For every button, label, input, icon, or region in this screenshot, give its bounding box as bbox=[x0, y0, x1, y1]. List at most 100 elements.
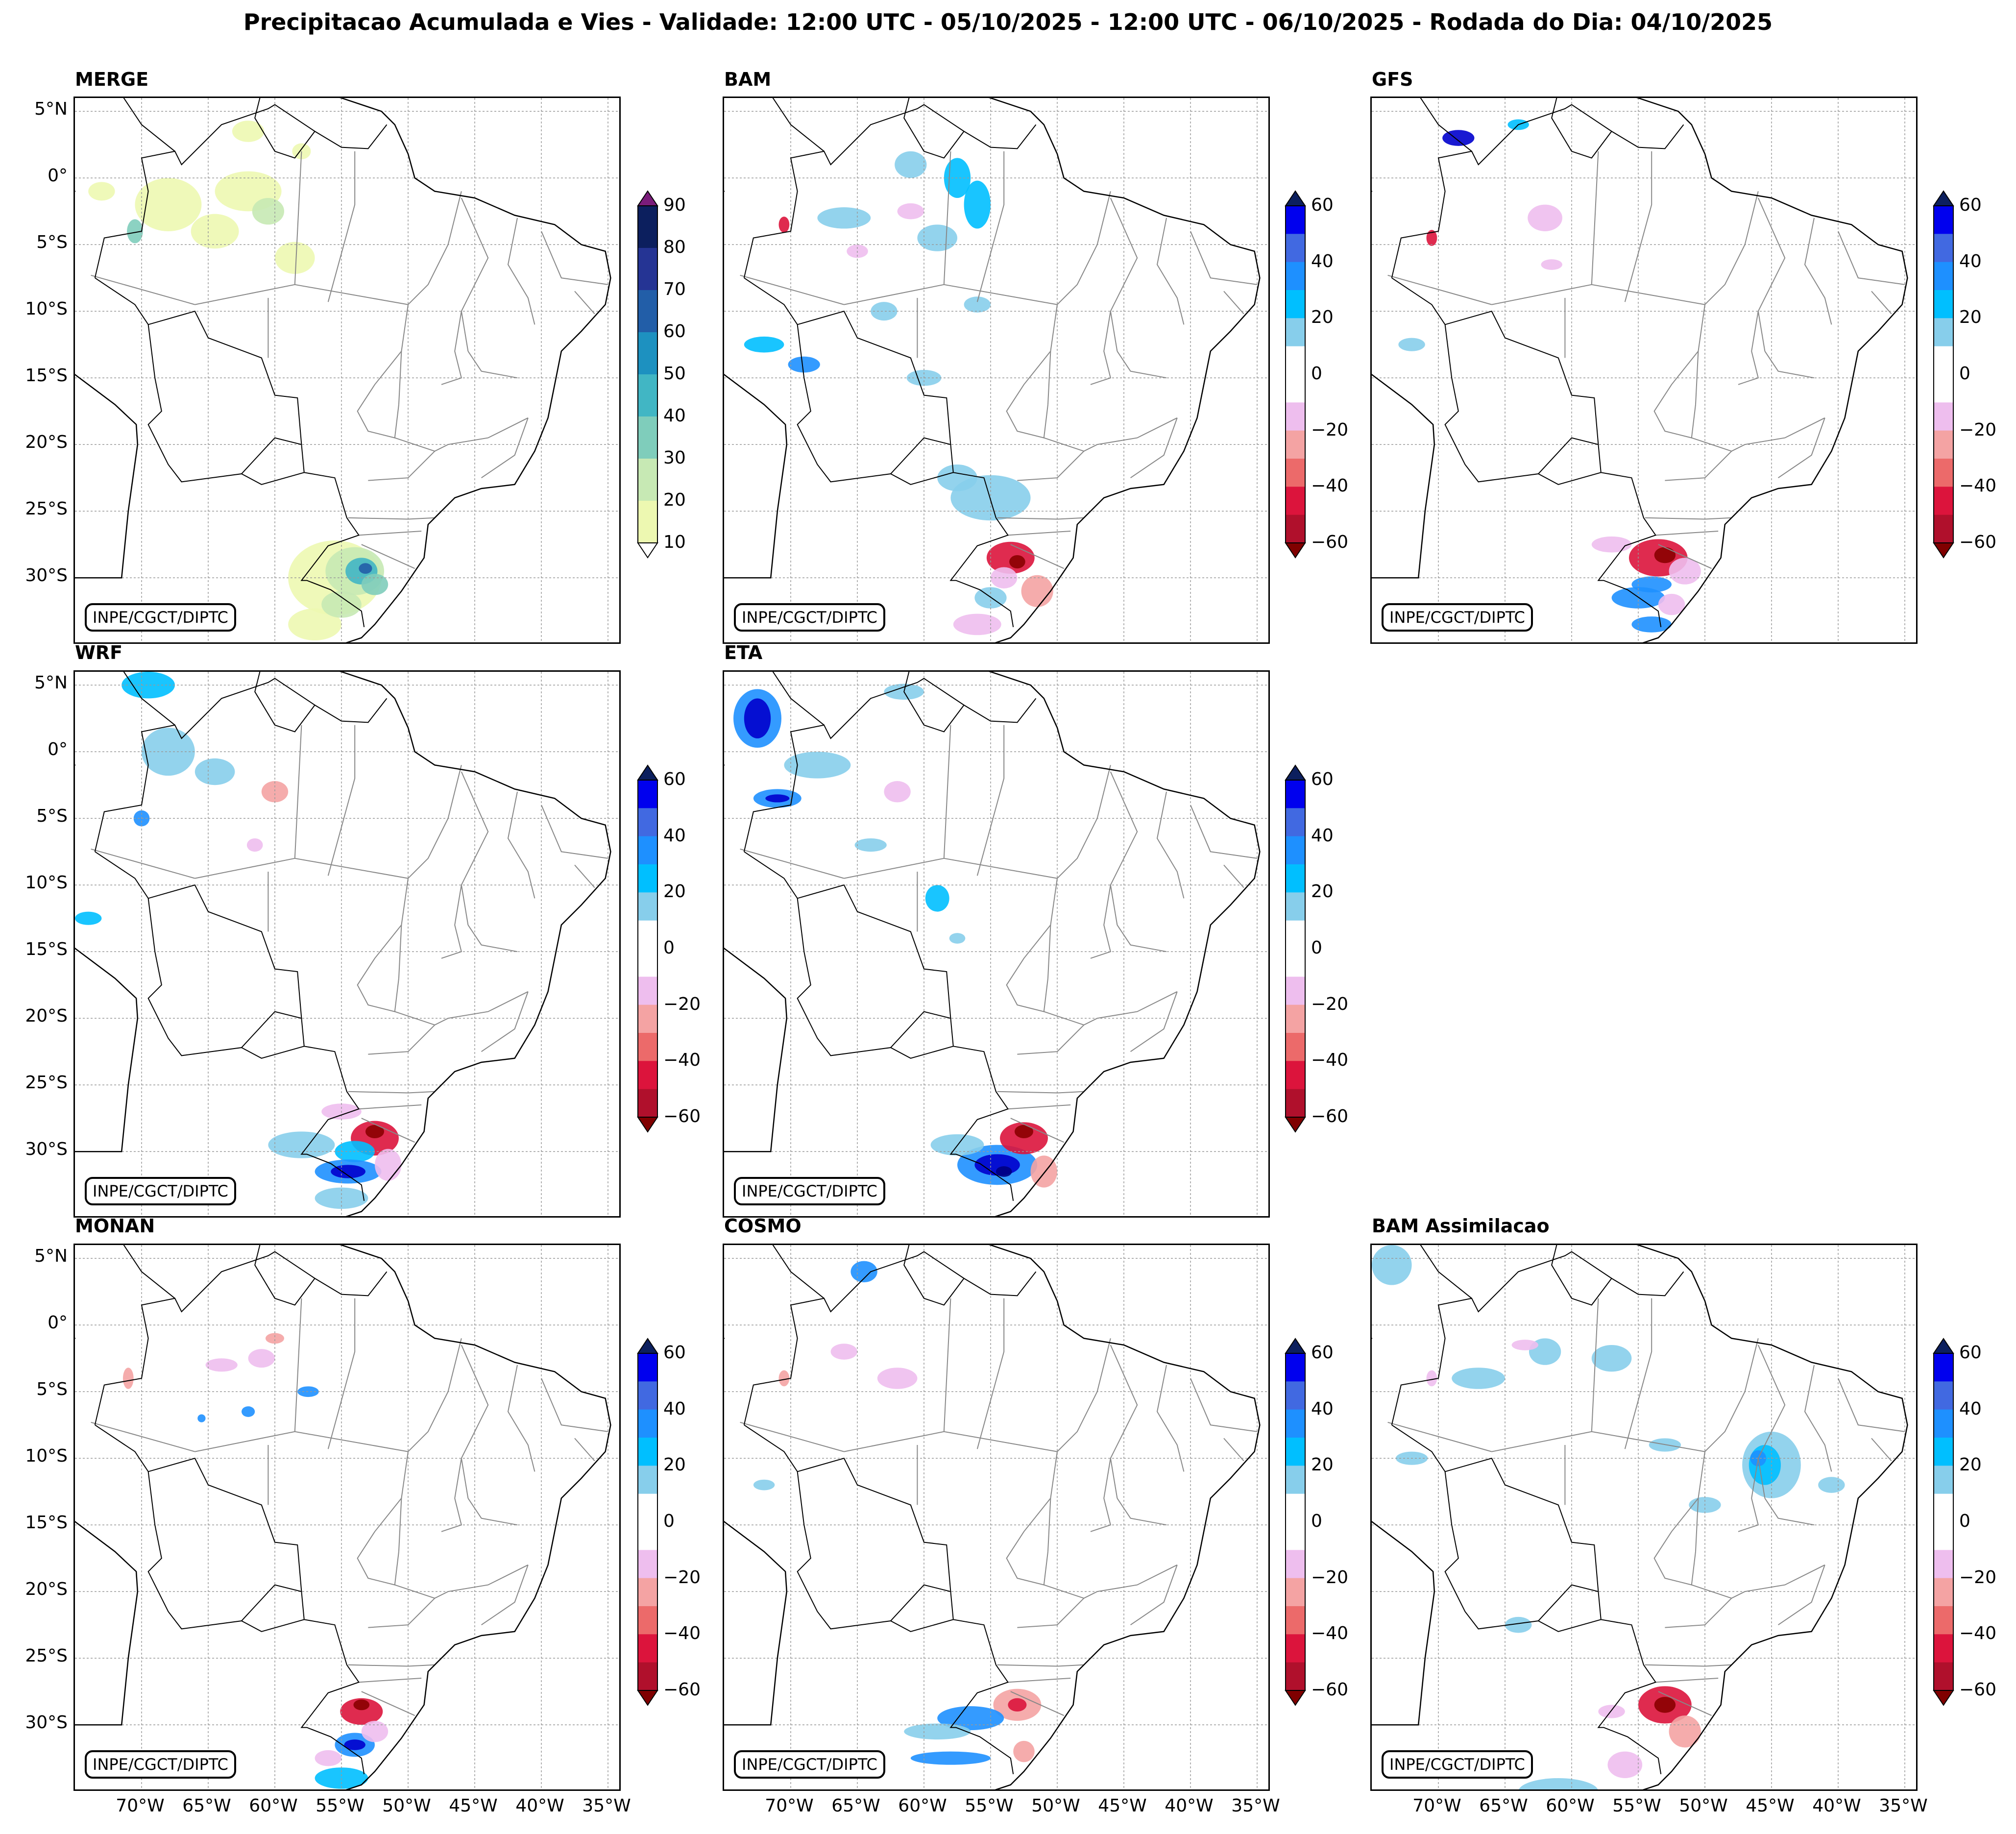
colorbar-segment bbox=[1286, 1662, 1305, 1691]
colorbar bbox=[637, 190, 658, 559]
colorbar-segment bbox=[1934, 1466, 1953, 1494]
lon-tick-label: 70°W bbox=[1412, 1796, 1461, 1816]
colorbar-segment bbox=[1286, 892, 1305, 921]
colorbar-tick-label: 0 bbox=[1959, 364, 1970, 384]
colorbar-segment bbox=[1286, 1578, 1305, 1607]
state-border bbox=[359, 1678, 422, 1683]
credit-label: INPE/CGCT/DIPTC bbox=[1382, 603, 1533, 632]
state-border bbox=[357, 1498, 402, 1586]
precip-area bbox=[248, 1349, 275, 1368]
precip-area bbox=[1591, 1345, 1632, 1372]
country-border bbox=[1538, 1619, 1602, 1632]
colorbar-tick-label: −20 bbox=[1959, 419, 1996, 440]
colorbar-segment bbox=[1934, 1353, 1953, 1382]
precip-area bbox=[871, 302, 898, 321]
map-cosmo: INPE/CGCT/DIPTC bbox=[723, 1244, 1270, 1791]
colorbar-segment bbox=[1286, 290, 1305, 318]
map-canvas bbox=[724, 98, 1268, 642]
colorbar-tick-label: 60 bbox=[1959, 195, 1982, 215]
state-border bbox=[943, 725, 951, 858]
colorbar-segment bbox=[1286, 808, 1305, 837]
state-border bbox=[394, 1564, 529, 1599]
state-border bbox=[844, 284, 944, 305]
credit-label: INPE/CGCT/DIPTC bbox=[85, 1177, 236, 1205]
country-border bbox=[797, 1471, 951, 1630]
colorbar bbox=[1285, 190, 1306, 559]
lat-tick-label: 20°S bbox=[25, 432, 68, 453]
country-border bbox=[903, 672, 965, 733]
precip-area bbox=[1013, 1740, 1035, 1762]
state-border bbox=[361, 1118, 415, 1143]
colorbar bbox=[637, 1338, 658, 1706]
state-border bbox=[1010, 1118, 1065, 1143]
state-border bbox=[1757, 197, 1786, 351]
precip-area bbox=[937, 1706, 1004, 1731]
precip-area bbox=[964, 296, 991, 313]
colorbar-segment bbox=[1286, 262, 1305, 291]
state-border bbox=[1057, 191, 1111, 305]
state-border bbox=[943, 1298, 951, 1432]
state-border bbox=[348, 1091, 435, 1094]
state-border bbox=[574, 291, 595, 315]
lat-tick-label: 30°S bbox=[25, 1139, 68, 1160]
colorbar-tick-label: −20 bbox=[1311, 1567, 1348, 1588]
colorbar-tick-label: 50 bbox=[663, 364, 686, 384]
precip-area bbox=[252, 198, 285, 225]
map-gfs: INPE/CGCT/DIPTC bbox=[1370, 97, 1918, 644]
state-border bbox=[997, 1664, 1084, 1667]
state-border bbox=[461, 197, 489, 351]
lat-tick-label: 5°S bbox=[36, 806, 68, 827]
precip-area bbox=[242, 1406, 255, 1417]
colorbar-segment bbox=[638, 920, 657, 949]
colorbar-tick-label: 20 bbox=[1959, 307, 1982, 328]
colorbar-tick-label: −20 bbox=[1959, 1567, 1996, 1588]
lon-tick-label: 70°W bbox=[116, 1796, 165, 1816]
colorbar-segment bbox=[1934, 234, 1953, 263]
precip-area bbox=[1008, 1698, 1027, 1712]
precip-area bbox=[1014, 1125, 1034, 1138]
precip-area bbox=[344, 1739, 365, 1750]
lat-tick-label: 20°S bbox=[25, 1579, 68, 1600]
colorbar-segment bbox=[1286, 1004, 1305, 1033]
colorbar-segment bbox=[638, 1004, 657, 1033]
colorbar-extend-bottom bbox=[1285, 542, 1306, 559]
panel-title-bamas: BAM Assimilacao bbox=[1372, 1215, 1550, 1237]
precip-area bbox=[340, 1698, 383, 1725]
precip-area bbox=[996, 1166, 1012, 1177]
country-border bbox=[890, 472, 954, 485]
colorbar-segment bbox=[1934, 1634, 1953, 1663]
colorbar-segment bbox=[638, 949, 657, 977]
state-border bbox=[91, 274, 195, 305]
colorbar-tick-label: 20 bbox=[663, 881, 686, 902]
state-border bbox=[997, 517, 1084, 520]
precip-area bbox=[925, 885, 949, 912]
precip-area bbox=[1669, 558, 1701, 585]
colorbar-extend-bottom bbox=[1285, 1117, 1306, 1133]
state-border bbox=[844, 857, 944, 879]
state-border bbox=[1008, 531, 1071, 536]
state-border bbox=[461, 1345, 489, 1498]
colorbar-tick-label: 90 bbox=[663, 195, 686, 215]
colorbar bbox=[1933, 1338, 1954, 1706]
state-border bbox=[1057, 765, 1111, 879]
map-bamas: INPE/CGCT/DIPTC bbox=[1370, 1244, 1918, 1791]
credit-label: INPE/CGCT/DIPTC bbox=[734, 603, 885, 632]
lon-tick-label: 65°W bbox=[831, 1796, 880, 1816]
state-border bbox=[1491, 284, 1592, 305]
precip-area bbox=[1519, 1778, 1598, 1789]
country-border bbox=[772, 98, 825, 152]
colorbar-extend-bottom bbox=[1933, 542, 1954, 559]
colorbar-tick-label: 0 bbox=[1959, 1511, 1970, 1531]
colorbar-tick-label: 0 bbox=[1311, 364, 1322, 384]
state-border bbox=[1778, 417, 1825, 479]
state-border bbox=[1017, 1598, 1085, 1628]
colorbar-segment bbox=[1934, 374, 1953, 403]
state-border bbox=[1655, 1678, 1719, 1683]
state-border bbox=[1387, 274, 1492, 305]
country-border bbox=[772, 1245, 825, 1299]
colorbar-tick-label: 80 bbox=[663, 237, 686, 257]
credit-label: INPE/CGCT/DIPTC bbox=[85, 603, 236, 632]
state-border bbox=[1738, 311, 1759, 385]
colorbar-segment bbox=[1934, 459, 1953, 487]
colorbar-segment bbox=[1934, 1606, 1953, 1635]
